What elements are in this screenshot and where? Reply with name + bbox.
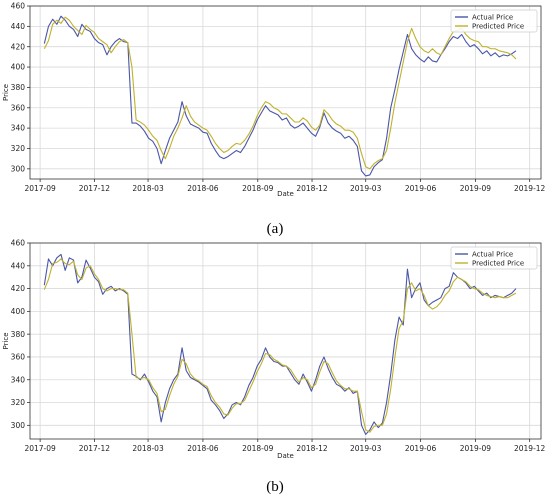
plot-frame (29, 242, 542, 440)
series-line-actual (43, 15, 517, 177)
series-line-predicted (43, 258, 517, 433)
x-tick-label: 2018-09 (242, 444, 274, 453)
legend-label: Predicted Price (472, 23, 524, 31)
plot-area (30, 243, 541, 439)
plot-area (30, 6, 541, 179)
y-tick-label: 360 (11, 353, 26, 362)
y-tick-label: 380 (11, 83, 26, 92)
panel-label: (b) (266, 479, 284, 495)
y-tick-label: 320 (11, 398, 26, 407)
y-tick-label: 440 (11, 261, 26, 270)
x-tick-label: 2019-06 (405, 444, 437, 453)
y-tick-label: 380 (11, 330, 26, 339)
y-tick-label: 340 (11, 124, 26, 133)
x-tick-label: 2019-06 (405, 184, 437, 193)
x-tick-label: 2017-12 (79, 184, 111, 193)
x-tick-label: 2017-12 (79, 444, 111, 453)
y-tick-label: 360 (11, 103, 26, 112)
x-axis-label: Date (277, 190, 294, 198)
x-tick-label: 2019-09 (460, 184, 492, 193)
x-tick-label: 2017-09 (24, 184, 56, 193)
plot-frame (29, 5, 542, 180)
legend-label: Predicted Price (472, 260, 524, 268)
x-tick-label: 2019-12 (514, 184, 546, 193)
legend-box (450, 246, 538, 270)
x-tick-label: 2018-06 (187, 184, 219, 193)
panel-label: (a) (267, 221, 284, 237)
legend-box (450, 9, 538, 33)
y-tick-label: 300 (11, 421, 26, 430)
x-axis-label: Date (277, 452, 294, 460)
x-tick-label: 2019-03 (350, 184, 382, 193)
x-tick-label: 2019-09 (460, 444, 492, 453)
chart-panel-a: 300 320 340 360 380 400 420 440 460 2017-09 2017-1… (2, 2, 546, 237)
y-tick-label: 400 (11, 307, 26, 316)
series-line-actual (43, 253, 517, 435)
x-tick-label: 2018-09 (242, 184, 274, 193)
y-tick-label: 440 (11, 22, 26, 31)
legend-label: Actual Price (472, 14, 513, 22)
x-tick-label: 2019-03 (350, 444, 382, 453)
y-tick-label: 320 (11, 144, 26, 153)
x-tick-label: 2017-09 (24, 444, 56, 453)
x-tick-label: 2018-06 (187, 444, 219, 453)
x-tick-label: 2018-12 (296, 184, 328, 193)
x-tick-label: 2018-12 (296, 444, 328, 453)
x-tick-label: 2018-03 (132, 444, 164, 453)
chart-panel-b: 300 320 340 360 380 400 420 440 460 2017-09 2017-1… (2, 239, 546, 495)
y-tick-label: 300 (11, 164, 26, 173)
series-line-predicted (43, 16, 517, 170)
y-tick-label: 460 (11, 2, 26, 11)
y-tick-label: 400 (11, 63, 26, 72)
legend-label: Actual Price (472, 251, 513, 259)
y-tick-label: 340 (11, 375, 26, 384)
x-tick-label: 2018-03 (132, 184, 164, 193)
y-tick-label: 460 (11, 239, 26, 248)
y-axis-label: Price (2, 84, 10, 101)
y-tick-label: 420 (11, 42, 26, 51)
y-axis-label: Price (2, 332, 10, 349)
y-tick-label: 420 (11, 284, 26, 293)
x-tick-label: 2019-12 (514, 444, 546, 453)
